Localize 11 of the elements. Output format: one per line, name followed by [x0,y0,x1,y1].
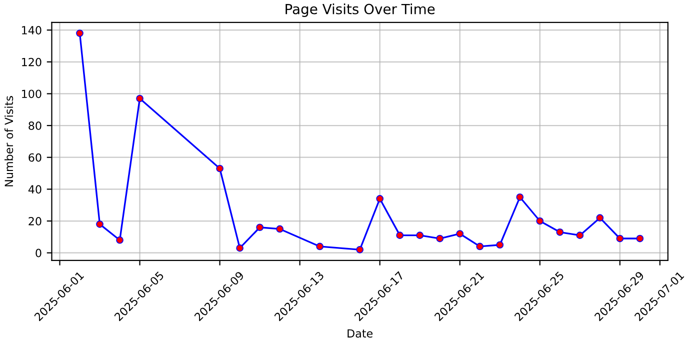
y-tick-label: 80 [28,122,42,130]
y-tick-label: 60 [28,153,42,162]
y-tick-label: 140 [22,26,42,34]
y-tick-label: 0 [36,248,42,258]
chart-title: Page Visits Over Time [286,4,435,17]
y-tick-label: 120 [22,58,42,66]
y-tick-label: 20 [28,216,42,226]
y-tick-label: 100 [22,90,42,98]
y-tick-label: 40 [28,185,42,194]
x-axis-title: Date [348,329,373,338]
y-axis-title: Number of Visits [4,96,14,186]
